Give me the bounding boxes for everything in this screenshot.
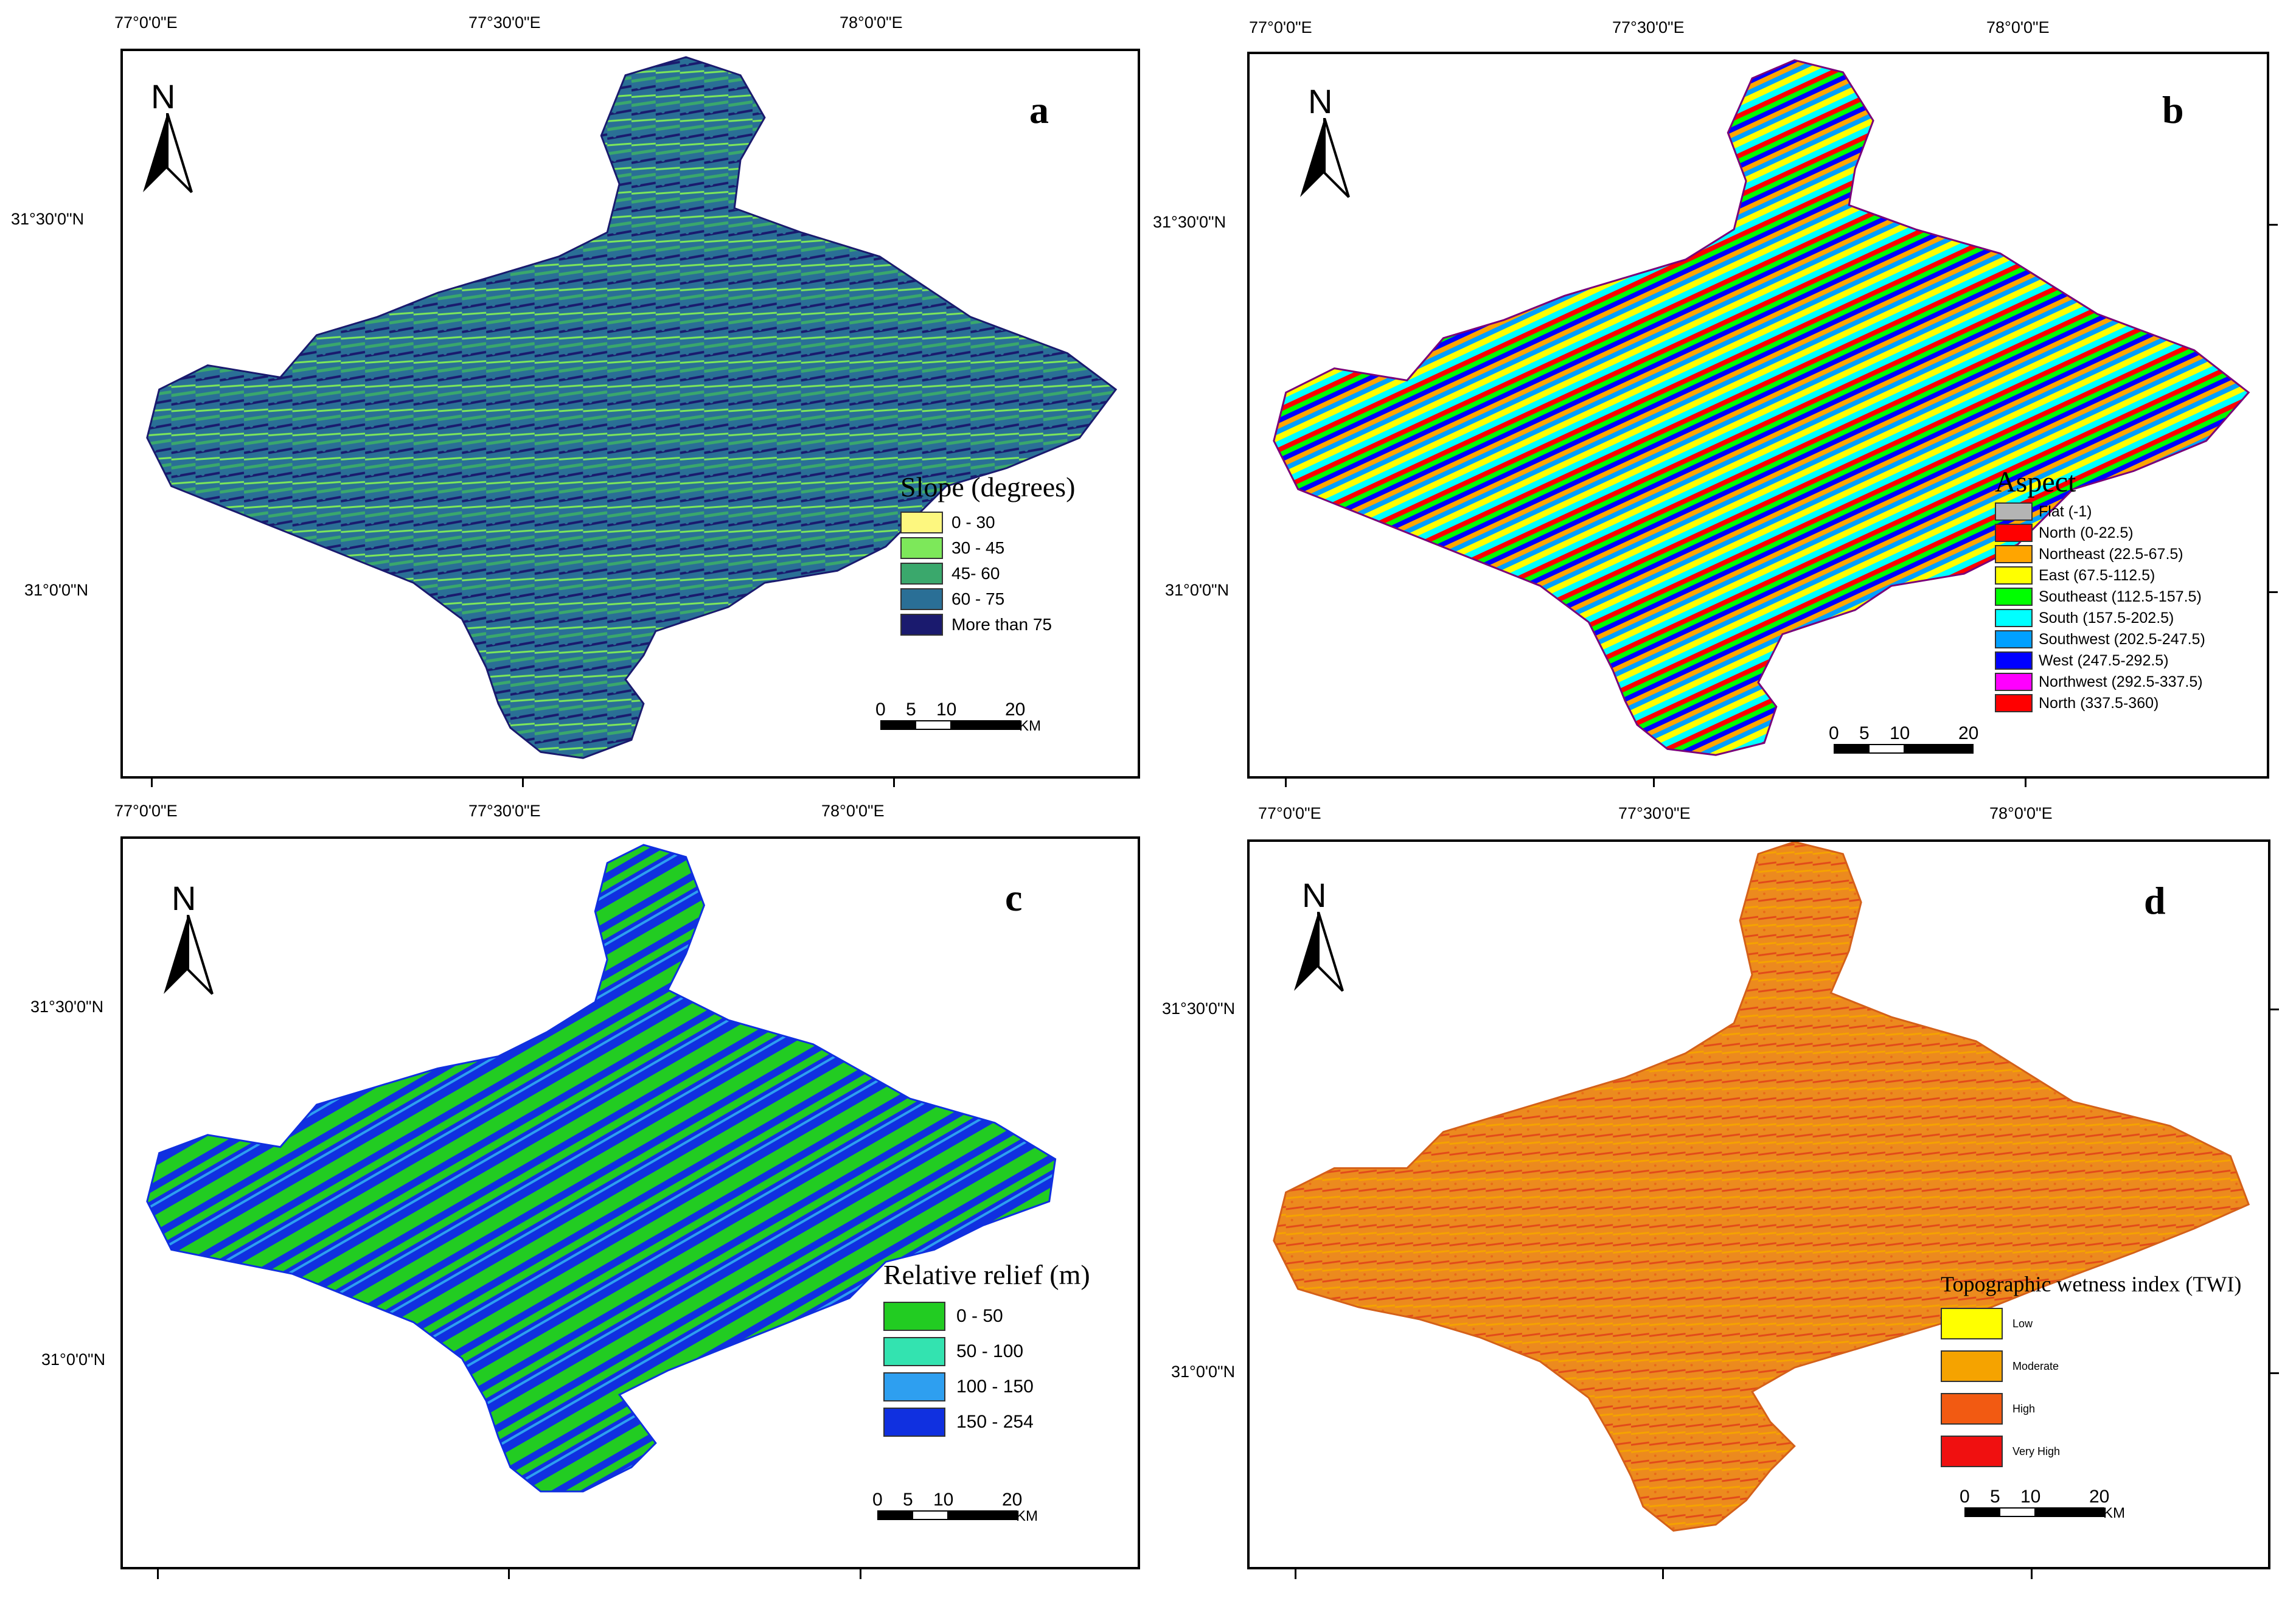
lon-label-2: 77°30'0"E — [468, 802, 541, 820]
legend-item: Northwest (292.5-337.5) — [1995, 673, 2205, 691]
legend-swatch — [1941, 1393, 2003, 1425]
lon-label-3: 78°0'0"E — [1986, 18, 2050, 36]
north-arrow-icon: N — [1297, 82, 1358, 209]
lon-label-1: 77°0'0"E — [114, 13, 178, 32]
legend-a: Slope (degrees) 0 - 30 30 - 45 45- 60 60… — [900, 471, 1075, 639]
legend-swatch — [1941, 1350, 2003, 1382]
lon-label-1: 77°0'0"E — [1258, 804, 1321, 822]
lon-label-3: 78°0'0"E — [821, 802, 885, 820]
lon-label-2: 77°30'0"E — [468, 13, 541, 32]
map-frame-c: c N Relative relief (m) 0 - 50 50 - 100 … — [120, 836, 1140, 1569]
legend-item: 150 - 254 — [883, 1408, 1090, 1437]
north-arrow-icon: N — [140, 77, 201, 204]
scale-bar-c: 0 5 10 20 KM — [872, 1490, 1038, 1524]
legend-swatch — [900, 512, 943, 533]
legend-swatch — [1995, 609, 2033, 627]
twi-map — [1273, 842, 2250, 1532]
legend-swatch — [900, 614, 943, 636]
lat-label-2: 31°0'0"N — [24, 581, 89, 599]
lat-label-1: 31°30'0"N — [1162, 999, 1236, 1018]
legend-swatch — [883, 1408, 945, 1437]
legend-title: Aspect — [1995, 466, 2076, 498]
legend-item: North (337.5-360) — [1995, 694, 2205, 712]
legend-swatch — [1995, 545, 2033, 563]
legend-item: 0 - 50 — [883, 1302, 1090, 1331]
legend-swatch — [1995, 651, 2033, 670]
legend-swatch — [900, 588, 943, 610]
legend-d: Topographic wetness index (TWI) Low Mode… — [1941, 1271, 2241, 1478]
lat-label-1: 31°30'0"N — [30, 998, 104, 1016]
lat-label-1: 31°30'0"N — [11, 210, 85, 228]
legend-item: 0 - 30 — [900, 512, 1075, 533]
map-frame-d: d N Topographic wetness index (TWI) Low … — [1247, 839, 2270, 1569]
legend-item: Low — [1941, 1308, 2241, 1339]
legend-item: More than 75 — [900, 614, 1075, 636]
legend-item: Flat (-1) — [1995, 502, 2205, 521]
panel-letter-c: c — [1005, 876, 1023, 919]
legend-item: West (247.5-292.5) — [1995, 651, 2205, 670]
legend-item: High — [1941, 1393, 2241, 1425]
legend-item: Very High — [1941, 1436, 2241, 1467]
legend-title: Slope (degrees) — [900, 471, 1076, 502]
lon-label-2: 77°30'0"E — [1618, 804, 1691, 822]
panel-letter-b: b — [2162, 88, 2184, 131]
legend-swatch — [1941, 1436, 2003, 1467]
legend-title: Topographic wetness index (TWI) — [1941, 1272, 2242, 1296]
slope-map — [146, 56, 1117, 759]
legend-swatch — [1995, 673, 2033, 691]
legend-item: 50 - 100 — [883, 1337, 1090, 1366]
legend-swatch — [900, 537, 943, 559]
lat-label-2: 31°0'0"N — [41, 1350, 106, 1369]
north-label: N — [1302, 876, 1327, 914]
aspect-map — [1273, 59, 2250, 756]
legend-item: 60 - 75 — [900, 588, 1075, 610]
lon-label-3: 78°0'0"E — [840, 13, 903, 32]
lat-label-1: 31°30'0"N — [1153, 213, 1226, 231]
scale-bar-a: 0 5 10 20 KM — [875, 700, 1041, 734]
legend-swatch — [883, 1302, 945, 1331]
legend-item: North (0-22.5) — [1995, 524, 2205, 542]
north-label: N — [151, 77, 176, 116]
panel-letter-a: a — [1029, 88, 1049, 131]
legend-swatch — [1941, 1308, 2003, 1339]
legend-item: 45- 60 — [900, 563, 1075, 585]
north-label: N — [1308, 82, 1333, 120]
map-frame-a: a N Slope (degrees) 0 - 30 30 - 45 45- 6… — [120, 49, 1140, 779]
legend-item: 30 - 45 — [900, 537, 1075, 559]
legend-swatch — [1995, 630, 2033, 648]
scale-bar-d: 0 5 10 20 KM — [1960, 1487, 2125, 1521]
north-label: N — [172, 879, 197, 917]
legend-item: South (157.5-202.5) — [1995, 609, 2205, 627]
map-frame-b: b N Aspect Flat (-1) North (0-22.5) Nort… — [1247, 52, 2269, 779]
legend-swatch — [883, 1337, 945, 1366]
legend-item: Southeast (112.5-157.5) — [1995, 588, 2205, 606]
lon-label-1: 77°0'0"E — [114, 802, 178, 820]
lon-label-2: 77°30'0"E — [1612, 18, 1685, 36]
legend-c: Relative relief (m) 0 - 50 50 - 100 100 … — [883, 1259, 1090, 1443]
scale-bar-b: 0 5 10 20 — [1829, 723, 1978, 754]
north-arrow-icon: N — [1291, 875, 1352, 1003]
lat-label-2: 31°0'0"N — [1171, 1363, 1236, 1381]
lon-label-3: 78°0'0"E — [1989, 804, 2053, 822]
legend-title: Relative relief (m) — [883, 1259, 1090, 1290]
lon-label-1: 77°0'0"E — [1249, 18, 1312, 36]
legend-item: Moderate — [1941, 1350, 2241, 1382]
legend-swatch — [900, 563, 943, 585]
legend-item: 100 - 150 — [883, 1372, 1090, 1401]
legend-item: Southwest (202.5-247.5) — [1995, 630, 2205, 648]
legend-item: East (67.5-112.5) — [1995, 566, 2205, 585]
legend-item: Northeast (22.5-67.5) — [1995, 545, 2205, 563]
relief-map — [146, 844, 1057, 1493]
legend-swatch — [1995, 566, 2033, 585]
lat-label-2: 31°0'0"N — [1165, 581, 1230, 599]
legend-b: Aspect Flat (-1) North (0-22.5) Northeas… — [1995, 465, 2205, 715]
legend-swatch — [883, 1372, 945, 1401]
legend-swatch — [1995, 524, 2033, 542]
north-arrow-icon: N — [161, 878, 221, 1006]
legend-swatch — [1995, 502, 2033, 521]
legend-swatch — [1995, 588, 2033, 606]
legend-swatch — [1995, 694, 2033, 712]
panel-letter-d: d — [2144, 879, 2166, 922]
